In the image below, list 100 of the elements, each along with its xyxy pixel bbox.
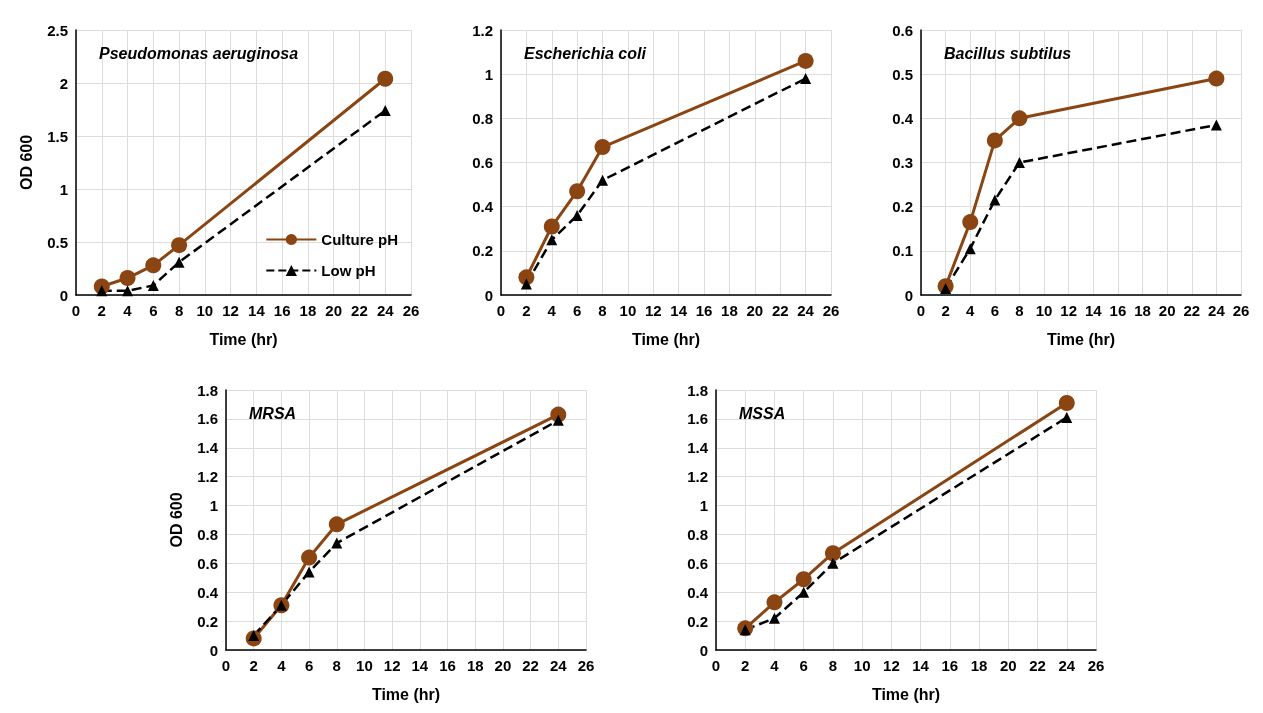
x-tick-label: 2 <box>941 302 950 319</box>
x-tick-label: 6 <box>799 657 808 674</box>
x-tick-label: 14 <box>1084 302 1103 319</box>
y-tick-label: 1.8 <box>197 381 218 399</box>
y-tick-label: 0.4 <box>197 583 219 601</box>
point <box>173 256 185 268</box>
x-tick-label: 4 <box>123 302 133 319</box>
y-axis-title: OD 600 <box>167 492 185 548</box>
x-tick-label: 10 <box>1035 302 1053 319</box>
y-tick-label: 0.6 <box>472 154 493 171</box>
x-tick-label: 10 <box>853 657 871 674</box>
x-tick-label: 16 <box>941 657 959 674</box>
x-tick-label: 8 <box>1015 302 1024 319</box>
text: MRSA <box>249 404 297 422</box>
x-tick-label: 22 <box>351 302 368 319</box>
point <box>766 594 783 611</box>
y-tick-label: 1 <box>699 497 708 515</box>
x-tick-label: 26 <box>1232 302 1250 319</box>
point <box>989 194 1001 206</box>
point <box>1210 119 1222 131</box>
x-tick-label: 14 <box>411 657 429 674</box>
point <box>147 279 159 291</box>
x-tick-label: 10 <box>356 657 373 674</box>
y-tick-label: 0.5 <box>892 65 913 83</box>
x-tick-label: 22 <box>771 302 789 319</box>
x-tick-label: 20 <box>1158 302 1176 319</box>
x-tick-label: 24 <box>1058 657 1076 674</box>
point <box>331 537 343 549</box>
legend-label: Low pH <box>321 262 376 279</box>
x-axis-title: Time (hr) <box>1046 330 1116 348</box>
x-tick-label: 24 <box>376 302 395 319</box>
y-tick-label: 1.6 <box>197 410 218 428</box>
x-tick-label: 0 <box>916 302 926 319</box>
x-tick-label: 4 <box>547 302 557 319</box>
point <box>303 566 315 578</box>
point <box>824 545 841 562</box>
point <box>546 234 558 246</box>
x-axis-title: Time (hr) <box>871 685 941 703</box>
x-tick-label: 8 <box>828 657 838 674</box>
y-tick-label: 0.4 <box>687 583 709 601</box>
x-tick-label: 12 <box>1060 302 1078 319</box>
point <box>377 70 394 87</box>
x-tick-label: 26 <box>402 302 420 319</box>
x-tick-label: 0 <box>221 657 231 674</box>
text: MSSA <box>739 404 786 422</box>
point <box>597 174 609 186</box>
point <box>798 586 810 598</box>
y-axis-title: OD 600 <box>17 134 35 191</box>
point <box>119 270 136 287</box>
point <box>594 139 611 156</box>
x-tick-label: 18 <box>299 302 317 319</box>
y-tick-label: 1 <box>209 497 218 515</box>
x-tick-label: 16 <box>1109 302 1127 319</box>
x-tick-label: 16 <box>273 302 291 319</box>
x-tick-label: 22 <box>1183 302 1201 319</box>
x-tick-label: 20 <box>746 302 764 319</box>
y-tick-label: 2 <box>59 74 68 92</box>
y-tick-label: 0.6 <box>197 554 218 572</box>
point <box>328 516 345 533</box>
x-tick-label: 14 <box>248 302 266 319</box>
x-tick-label: 26 <box>1087 657 1105 674</box>
x-tick-label: 18 <box>970 657 988 674</box>
y-tick-label: 0.2 <box>892 198 913 216</box>
point <box>1058 395 1075 411</box>
x-tick-label: 22 <box>1029 657 1046 674</box>
x-tick-label: 20 <box>494 657 512 674</box>
y-tick-label: 1.6 <box>687 410 708 428</box>
point <box>1013 157 1025 168</box>
text: Escherichia coli <box>524 44 647 62</box>
x-tick-label: 12 <box>383 657 401 674</box>
y-tick-label: 1.2 <box>687 468 708 486</box>
y-tick-label: 0.2 <box>472 242 493 260</box>
x-tick-label: 24 <box>549 657 568 674</box>
y-tick-label: 0 <box>209 641 218 659</box>
point <box>301 549 318 566</box>
y-tick-label: 1.2 <box>472 21 493 39</box>
y-tick-label: 1.4 <box>687 439 709 457</box>
point <box>827 557 839 569</box>
x-tick-label: 26 <box>822 302 840 319</box>
point <box>797 52 814 69</box>
text: Bacillus subtilus <box>944 44 1072 62</box>
y-tick-label: 1.8 <box>687 381 708 399</box>
x-tick-label: 2 <box>522 302 531 319</box>
x-tick-label: 22 <box>522 657 539 674</box>
x-tick-label: 16 <box>695 302 713 319</box>
legend-label: Culture pH <box>321 231 399 248</box>
point <box>145 257 162 274</box>
y-tick-label: 1.4 <box>197 439 219 457</box>
x-tick-label: 18 <box>466 657 484 674</box>
x-tick-label: 0 <box>711 657 721 674</box>
x-tick-label: 8 <box>174 302 184 319</box>
y-tick-label: 0.4 <box>472 198 494 216</box>
y-tick-label: 0.8 <box>687 525 708 543</box>
y-tick-label: 1.5 <box>47 127 68 145</box>
y-tick-label: 0.2 <box>687 612 708 630</box>
point <box>1011 110 1028 127</box>
x-tick-label: 12 <box>883 657 900 674</box>
x-tick-label: 2 <box>741 657 750 674</box>
point <box>1208 70 1225 87</box>
x-tick-label: 6 <box>990 302 1000 319</box>
